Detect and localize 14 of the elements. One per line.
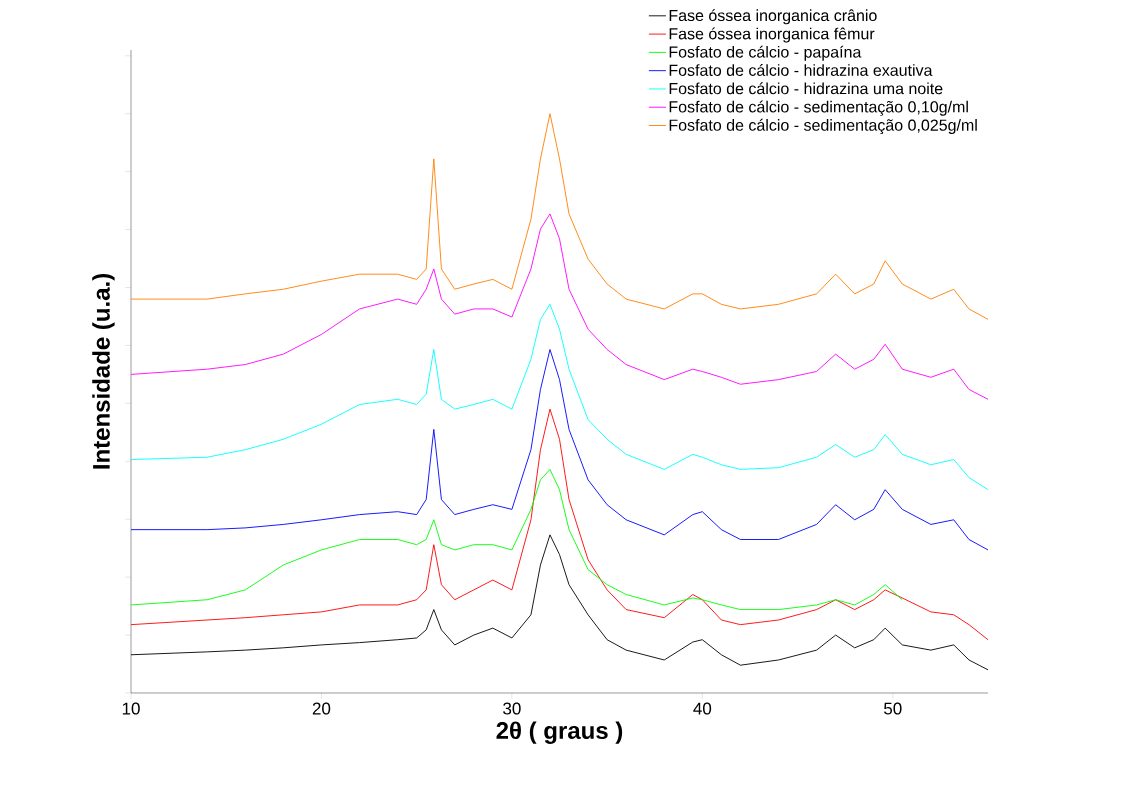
legend-label: Fase óssea inorganica crânio (669, 9, 877, 25)
x-tick-label: 40 (693, 702, 712, 715)
legend-label: Fosfato de cálcio - hidrazina exautiva (669, 64, 933, 76)
x-tick-label: 10 (122, 702, 140, 715)
x-tick-label: 50 (884, 702, 902, 715)
legend-label: Fosfato de cálcio - sedimentação 0,10g/ml (669, 100, 968, 116)
legend-label: Fosfato de cálcio - sedimentação 0,025g/ml (669, 118, 977, 135)
x-tick-label: 20 (312, 702, 331, 715)
y-axis-title: Intensidade (u.a.) (92, 274, 115, 469)
legend-label: Fosfato de cálcio - papaína (669, 45, 862, 61)
x-axis-title: 2θ ( graus ) (496, 721, 623, 744)
legend-label: Fosfato de cálcio - hidrazina uma noite (669, 82, 943, 95)
legend-label: Fase óssea inorganica fêmur (669, 27, 875, 43)
x-tick-label: 30 (503, 702, 521, 715)
